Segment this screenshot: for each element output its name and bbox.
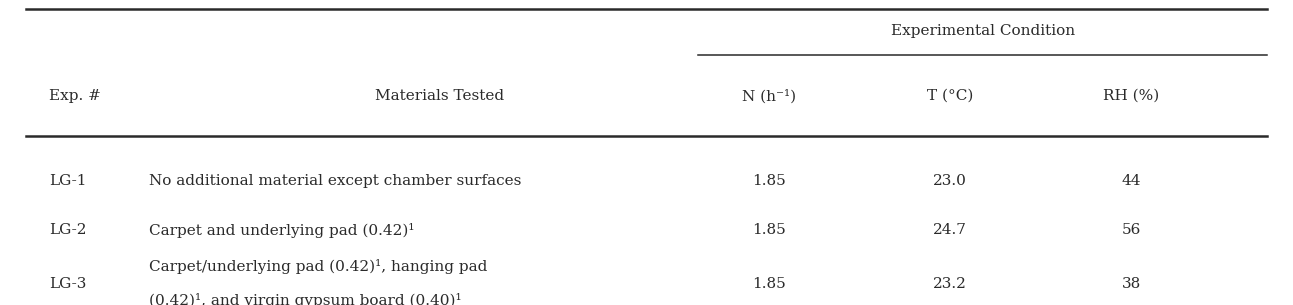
Text: 44: 44 (1121, 174, 1142, 188)
Text: 38: 38 (1122, 277, 1140, 291)
Text: Experimental Condition: Experimental Condition (891, 23, 1074, 38)
Text: No additional material except chamber surfaces: No additional material except chamber su… (149, 174, 521, 188)
Text: T (°C): T (°C) (927, 89, 974, 103)
Text: LG-2: LG-2 (49, 223, 87, 237)
Text: LG-1: LG-1 (49, 174, 87, 188)
Text: 1.85: 1.85 (753, 223, 786, 237)
Text: Materials Tested: Materials Tested (375, 89, 504, 103)
Text: 23.2: 23.2 (934, 277, 967, 291)
Text: 1.85: 1.85 (753, 174, 786, 188)
Text: (0.42)¹, and virgin gypsum board (0.40)¹: (0.42)¹, and virgin gypsum board (0.40)¹ (149, 293, 462, 305)
Text: N (h⁻¹): N (h⁻¹) (742, 89, 796, 103)
Text: 23.0: 23.0 (934, 174, 967, 188)
Text: Exp. #: Exp. # (49, 89, 101, 103)
Text: 24.7: 24.7 (934, 223, 967, 237)
Text: 1.85: 1.85 (753, 277, 786, 291)
Text: Carpet/underlying pad (0.42)¹, hanging pad: Carpet/underlying pad (0.42)¹, hanging p… (149, 259, 487, 274)
Text: 56: 56 (1122, 223, 1140, 237)
Text: Carpet and underlying pad (0.42)¹: Carpet and underlying pad (0.42)¹ (149, 223, 414, 238)
Text: LG-3: LG-3 (49, 277, 87, 291)
Text: RH (%): RH (%) (1103, 89, 1160, 103)
